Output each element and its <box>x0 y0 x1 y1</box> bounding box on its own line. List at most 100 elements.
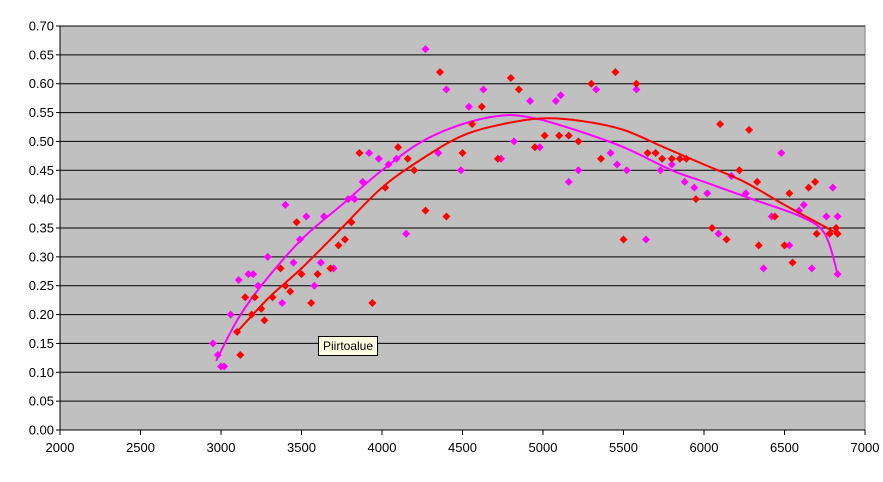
data-point <box>703 189 712 198</box>
data-point <box>651 148 660 157</box>
data-point <box>656 166 665 175</box>
trend-line <box>236 117 839 333</box>
y-tick-label: 0.35 <box>29 221 54 236</box>
data-point <box>514 85 523 94</box>
data-point <box>828 183 837 192</box>
data-point <box>606 148 615 157</box>
data-point <box>510 137 519 146</box>
data-point <box>456 166 465 175</box>
data-point <box>611 68 620 77</box>
y-tick-label: 0.10 <box>29 365 54 380</box>
x-tick-label: 6500 <box>770 440 799 455</box>
data-point <box>785 241 794 250</box>
data-point <box>735 166 744 175</box>
data-point <box>716 120 725 129</box>
x-tick-label: 5500 <box>609 440 638 455</box>
data-point <box>799 200 808 209</box>
data-point <box>458 148 467 157</box>
data-point <box>402 229 411 238</box>
data-point <box>249 270 258 279</box>
data-point <box>777 148 786 157</box>
data-point <box>208 339 217 348</box>
y-tick-label: 0.25 <box>29 278 54 293</box>
data-point <box>334 241 343 250</box>
data-point <box>592 85 601 94</box>
y-tick-label: 0.60 <box>29 76 54 91</box>
data-point <box>236 350 245 359</box>
data-point <box>811 177 820 186</box>
data-point <box>643 148 652 157</box>
data-point <box>708 224 717 232</box>
chart-area-tooltip: Piirtoalue <box>318 336 379 356</box>
y-tick-label: 0.20 <box>29 307 54 322</box>
data-point <box>316 258 325 267</box>
data-point <box>365 148 374 157</box>
data-point <box>551 97 560 106</box>
data-point <box>619 235 628 244</box>
data-point <box>785 189 794 198</box>
data-point <box>350 195 359 204</box>
data-point <box>556 91 565 100</box>
data-point <box>722 235 731 244</box>
data-point <box>587 79 596 88</box>
data-point <box>753 177 762 186</box>
data-point <box>574 137 583 146</box>
data-point <box>244 270 253 279</box>
data-point <box>281 200 290 209</box>
data-point <box>555 131 564 140</box>
y-tick-label: 0.15 <box>29 336 54 351</box>
data-point <box>506 73 515 82</box>
data-point <box>394 143 403 152</box>
data-point <box>759 264 768 273</box>
data-point <box>297 270 306 279</box>
data-point <box>234 275 243 284</box>
data-point <box>435 68 444 77</box>
series-2 <box>233 68 842 359</box>
data-point <box>260 316 269 325</box>
data-point <box>289 258 298 267</box>
data-point <box>226 310 235 319</box>
data-point <box>680 177 689 186</box>
y-tick-label: 0.30 <box>29 249 54 264</box>
data-point <box>477 102 486 111</box>
data-point <box>596 154 605 163</box>
data-point <box>825 229 834 238</box>
data-point <box>493 154 502 163</box>
x-axis-ticks: 2000 2500 3000 3500 4000 4500 5000 5500 6000 6500… <box>46 430 879 455</box>
y-tick-label: 0.45 <box>29 163 54 178</box>
data-point <box>313 270 322 279</box>
y-tick-label: 0.55 <box>29 105 54 120</box>
data-point <box>355 148 364 157</box>
data-point <box>368 299 377 308</box>
data-point <box>403 154 412 163</box>
y-tick-label: 0.50 <box>29 134 54 149</box>
y-tick-label: 0.40 <box>29 192 54 207</box>
data-point <box>421 45 430 54</box>
data-point <box>276 264 285 273</box>
data-point <box>812 229 821 238</box>
y-tick-label: 0.70 <box>29 19 54 34</box>
x-tick-label: 4000 <box>368 440 397 455</box>
data-point <box>691 195 700 204</box>
x-tick-label: 3500 <box>287 440 316 455</box>
x-tick-label: 5000 <box>529 440 558 455</box>
data-point <box>326 264 335 273</box>
data-point <box>295 235 304 244</box>
data-point <box>302 212 311 221</box>
data-point <box>263 252 272 261</box>
data-point <box>622 166 631 175</box>
data-point <box>667 154 676 163</box>
y-axis-ticks: 0.00 0.05 0.10 0.15 0.20 0.25 0.30 0.35 0.40 0.45… <box>29 19 60 438</box>
data-point <box>642 235 651 244</box>
data-point <box>278 299 287 308</box>
data-point <box>833 212 842 221</box>
data-point <box>632 79 641 88</box>
data-point <box>780 241 789 250</box>
data-point <box>564 177 573 186</box>
data-point <box>574 166 583 175</box>
data-point <box>374 154 383 163</box>
data-point <box>675 154 684 163</box>
data-point <box>754 241 763 250</box>
data-point <box>286 287 295 296</box>
